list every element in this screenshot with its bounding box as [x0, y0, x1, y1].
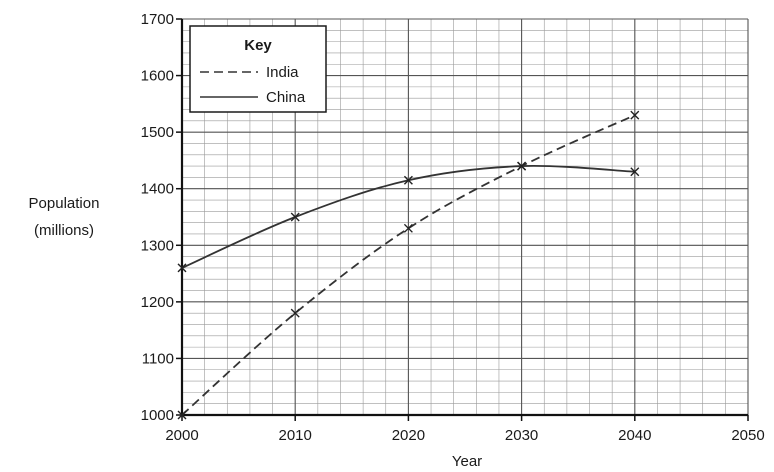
- y-tick-label: 1500: [141, 124, 174, 141]
- data-point-china: [177, 263, 187, 273]
- x-tick-label: 2010: [279, 427, 312, 444]
- y-tick-label: 1300: [141, 237, 174, 254]
- legend-title: Key: [244, 37, 272, 54]
- y-tick-label: 1100: [142, 350, 174, 367]
- point-marker-stroke: [630, 167, 640, 177]
- point-marker-stroke: [630, 110, 640, 120]
- y-axis-title-line-2: (millions): [34, 222, 94, 239]
- point-marker-stroke: [177, 263, 187, 273]
- point-marker-stroke: [290, 212, 300, 222]
- tick-labels: 2000 2010 2020 2030 2040 2050 1000 1100 1200 1300…: [141, 11, 765, 444]
- x-tick-label: 2020: [392, 427, 425, 444]
- x-tick-label: 2000: [165, 427, 198, 444]
- y-tick-label: 1700: [141, 11, 174, 28]
- data-point-india: [630, 110, 640, 120]
- data-point-india: [403, 223, 413, 233]
- point-marker-stroke: [517, 161, 527, 171]
- data-point-india: [177, 410, 187, 420]
- x-axis-title: Year: [452, 453, 482, 470]
- x-tick-label: 2050: [731, 427, 764, 444]
- data-point-india: [290, 308, 300, 318]
- data-point-china: [290, 212, 300, 222]
- data-point-china: [517, 161, 527, 171]
- series-layer: [177, 110, 640, 420]
- point-marker-stroke: [403, 175, 413, 185]
- y-tick-label: 1600: [141, 68, 174, 85]
- series-line-india: [181, 114, 636, 416]
- y-axis-title-line-1: Population: [29, 195, 100, 212]
- data-point-china: [403, 175, 413, 185]
- axes: [176, 18, 749, 421]
- x-tick-label: 2040: [618, 427, 651, 444]
- point-marker-stroke: [403, 223, 413, 233]
- legend: Key India China: [189, 25, 327, 113]
- legend-label-india: India: [266, 64, 299, 81]
- point-marker-stroke: [177, 410, 187, 420]
- point-marker-stroke: [290, 308, 300, 318]
- y-tick-label: 1200: [141, 294, 174, 311]
- y-tick-label: 1000: [141, 407, 174, 424]
- y-tick-label: 1400: [141, 181, 174, 198]
- data-point-china: [630, 167, 640, 177]
- legend-label-china: China: [266, 89, 306, 106]
- x-tick-label: 2030: [505, 427, 538, 444]
